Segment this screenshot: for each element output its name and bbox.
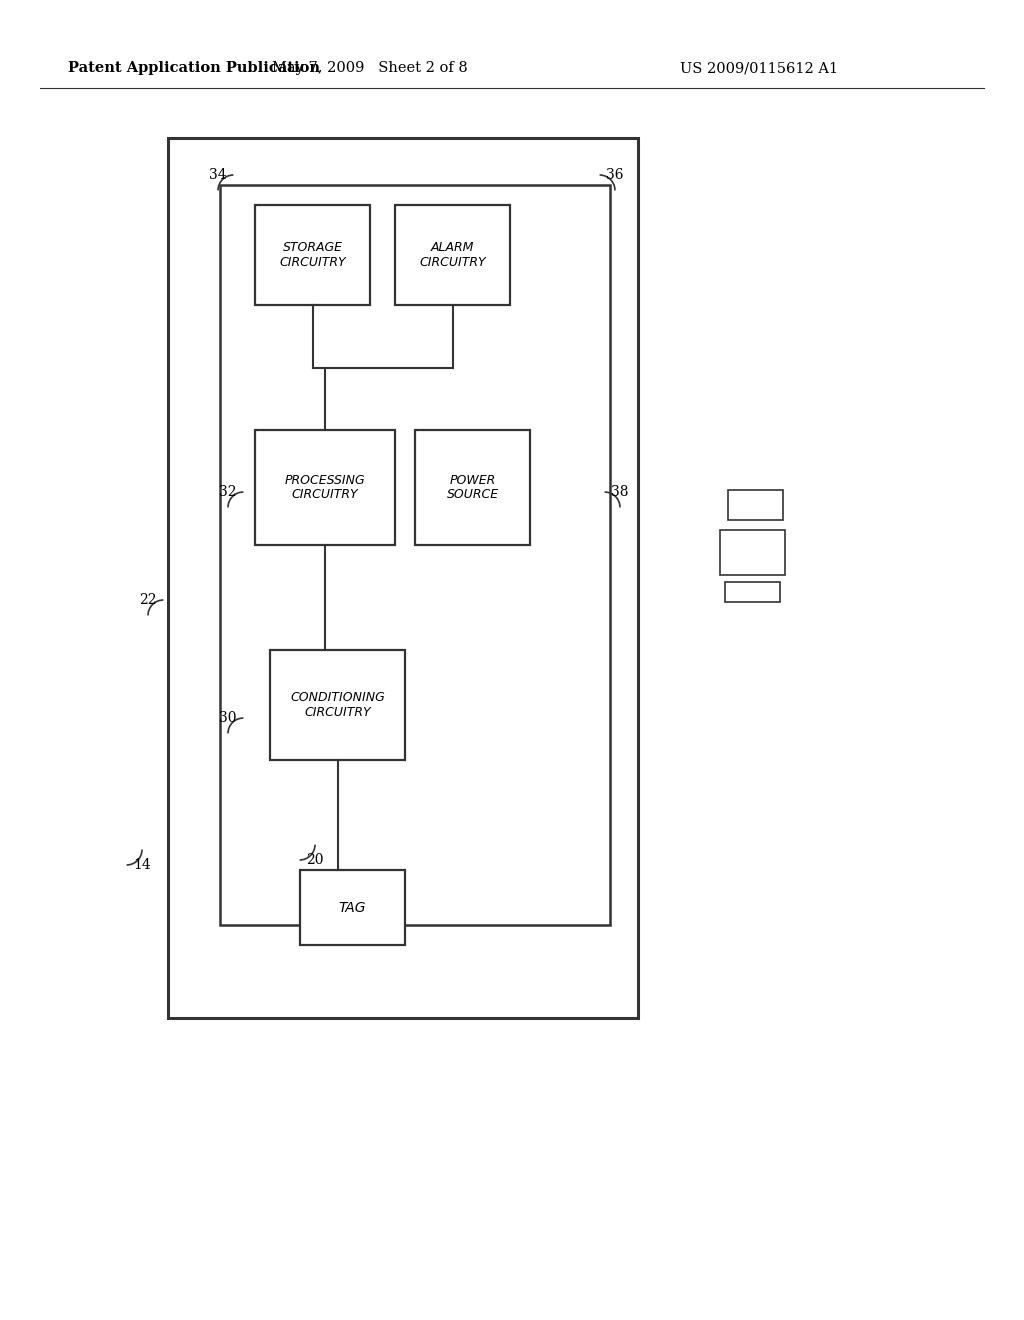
Text: CONDITIONING
CIRCUITRY: CONDITIONING CIRCUITRY <box>290 690 385 719</box>
Bar <box>270 649 406 760</box>
Text: TAG: TAG <box>339 900 367 915</box>
Text: POWER
SOURCE: POWER SOURCE <box>446 474 499 502</box>
Bar <box>220 185 610 925</box>
Text: May 7, 2009   Sheet 2 of 8: May 7, 2009 Sheet 2 of 8 <box>272 61 468 75</box>
Text: Patent Application Publication: Patent Application Publication <box>68 61 319 75</box>
Text: 34: 34 <box>209 168 226 182</box>
Text: ALARM
CIRCUITRY: ALARM CIRCUITRY <box>419 242 485 269</box>
Text: US 2009/0115612 A1: US 2009/0115612 A1 <box>680 61 838 75</box>
Bar <box>395 205 510 305</box>
Text: 36: 36 <box>606 168 624 182</box>
Text: 14: 14 <box>133 858 151 873</box>
Bar <box>255 205 370 305</box>
Bar <box>725 582 780 602</box>
Text: 22: 22 <box>139 593 157 607</box>
Text: PROCESSING
CIRCUITRY: PROCESSING CIRCUITRY <box>285 474 366 502</box>
Bar <box>168 139 638 1018</box>
Text: 20: 20 <box>306 853 324 867</box>
Bar <box>728 490 783 520</box>
Text: 30: 30 <box>219 711 237 725</box>
Bar <box>720 531 785 576</box>
Text: 32: 32 <box>219 484 237 499</box>
Bar <box>300 870 406 945</box>
Text: STORAGE
CIRCUITRY: STORAGE CIRCUITRY <box>280 242 346 269</box>
Bar <box>415 430 530 545</box>
Bar <box>255 430 395 545</box>
Text: 38: 38 <box>611 484 629 499</box>
